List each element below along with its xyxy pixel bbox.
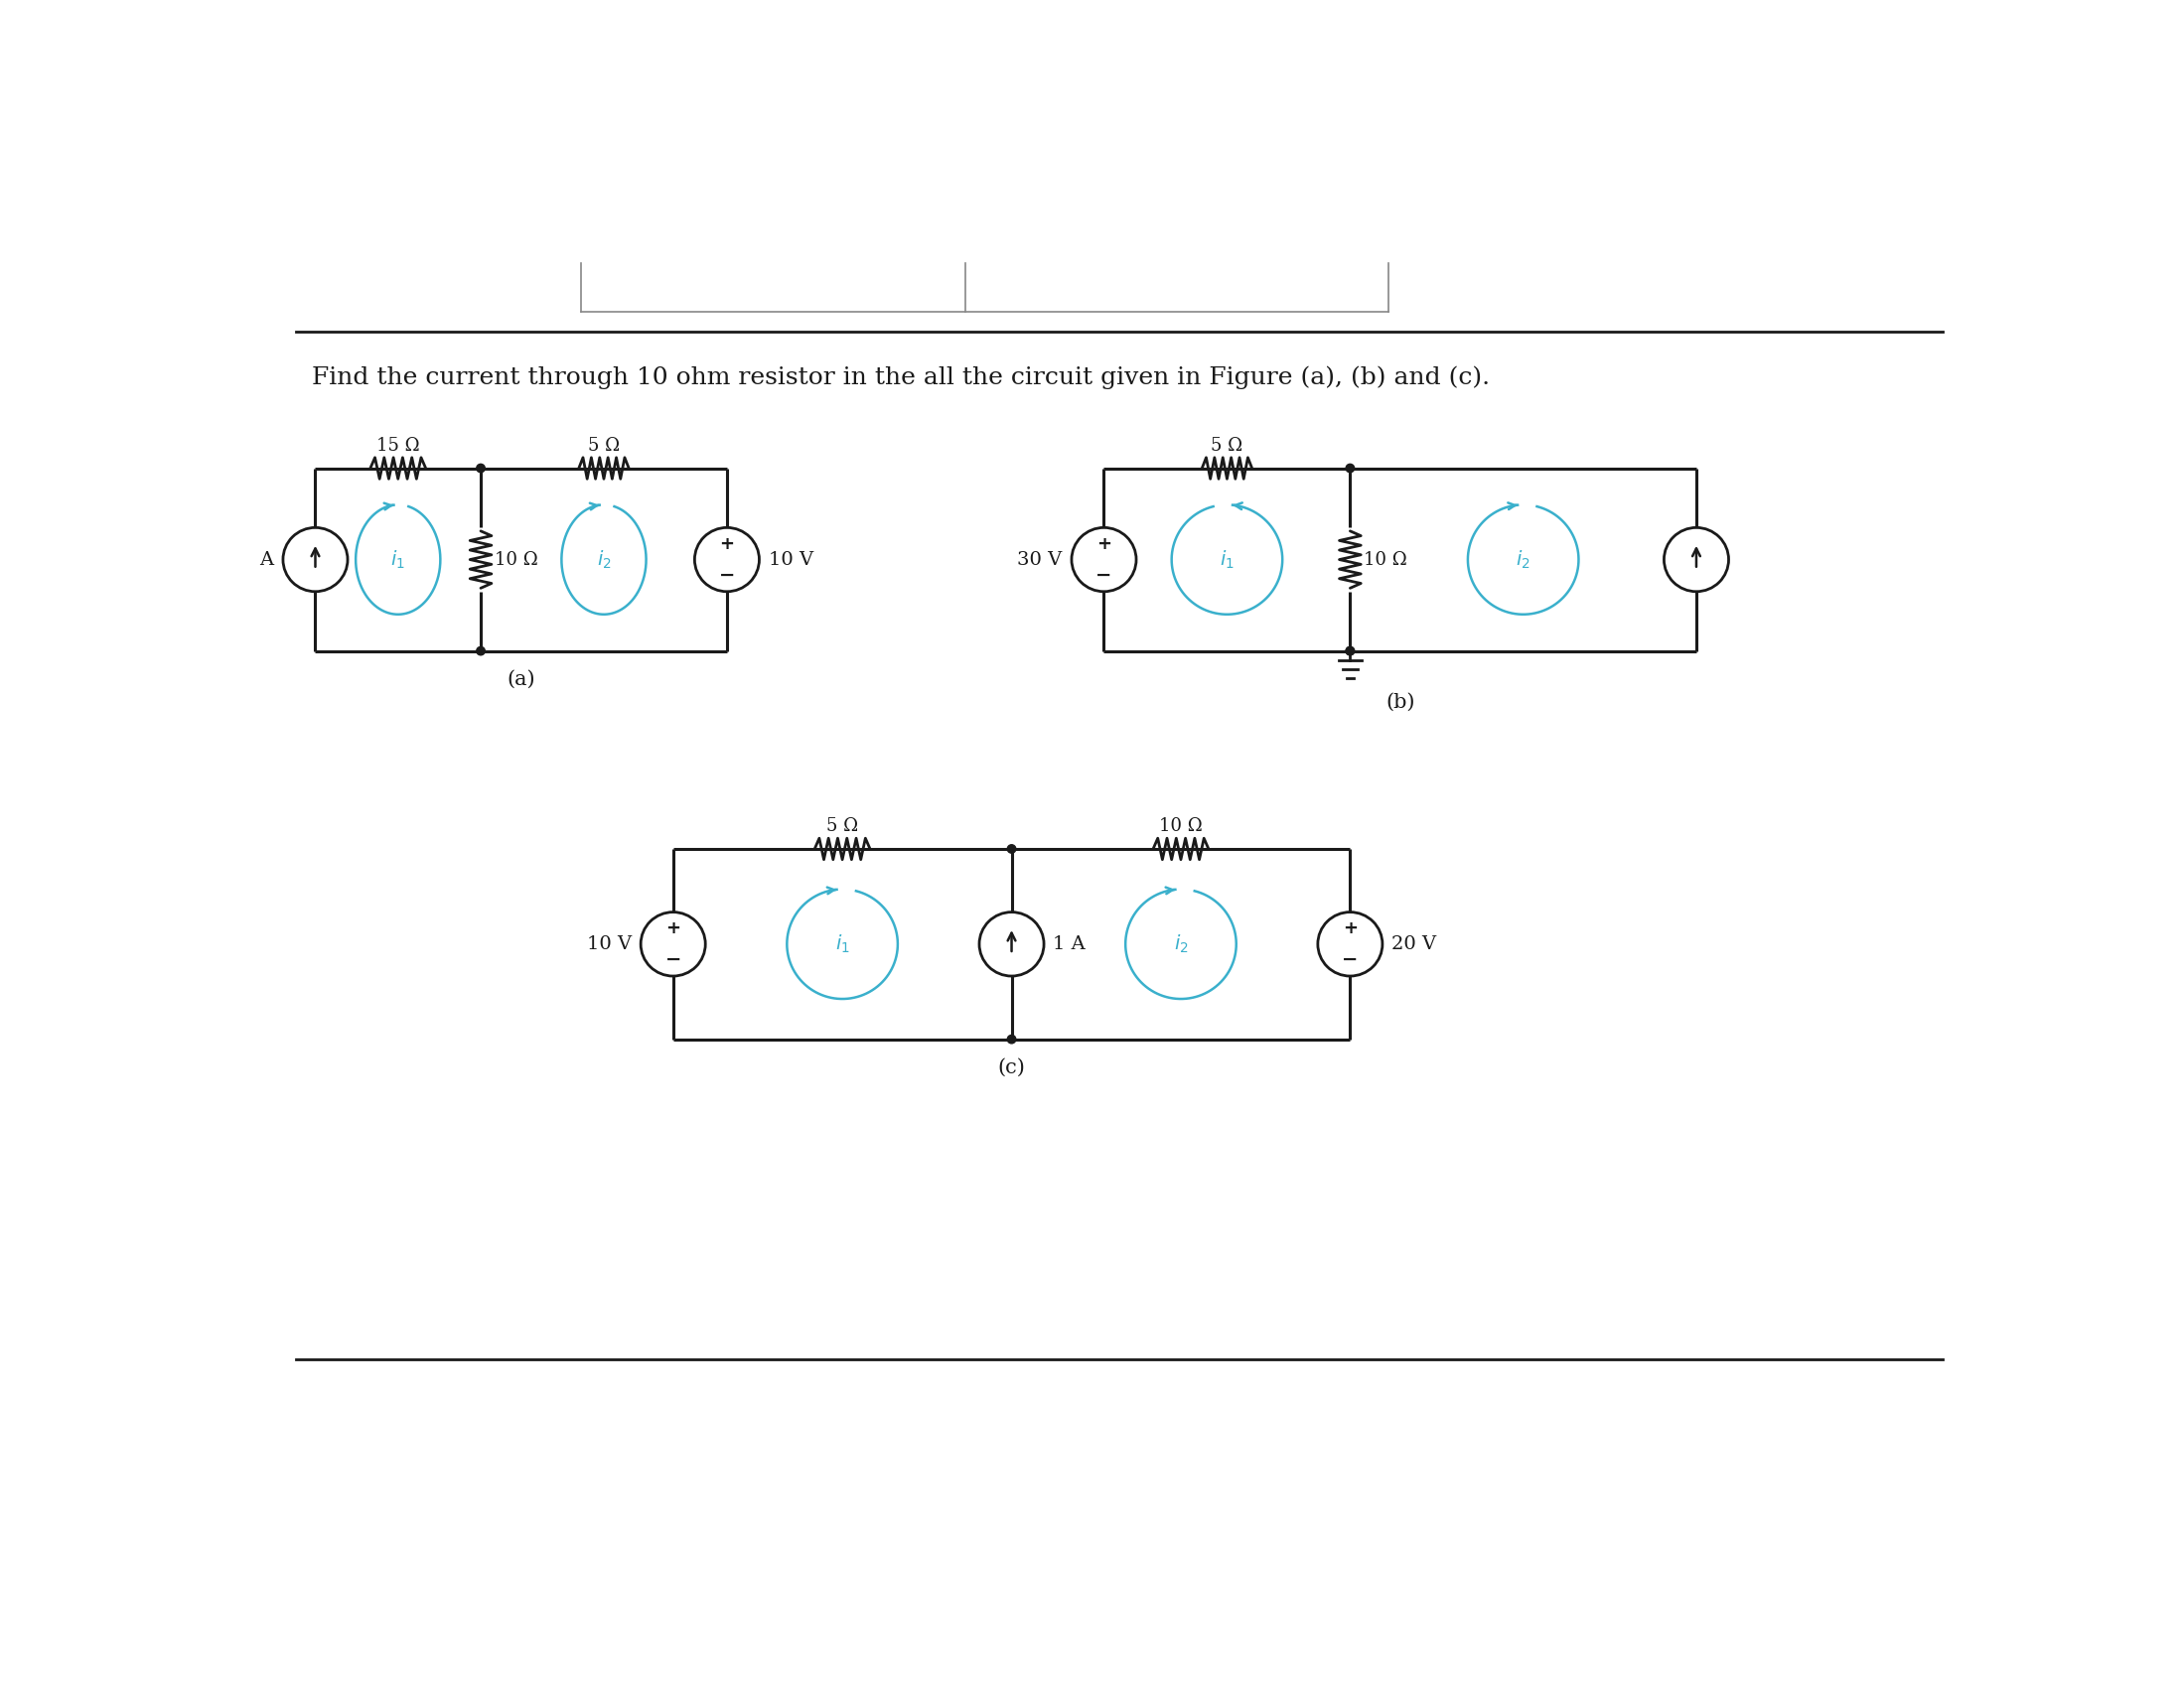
Text: (a): (a) xyxy=(507,671,535,689)
Circle shape xyxy=(1007,1035,1016,1044)
Circle shape xyxy=(1345,647,1354,656)
Text: −: − xyxy=(1096,565,1112,585)
Text: 10 Ω: 10 Ω xyxy=(1160,817,1203,835)
Text: +: + xyxy=(666,920,681,938)
Text: 20 V: 20 V xyxy=(1391,935,1437,953)
Text: $i_1$: $i_1$ xyxy=(834,933,850,955)
Text: 5 Ω: 5 Ω xyxy=(826,817,858,835)
Text: Find the current through 10 ohm resistor in the all the circuit given in Figure : Find the current through 10 ohm resistor… xyxy=(312,365,1489,388)
Text: 1 A: 1 A xyxy=(1053,935,1085,953)
Text: $i_1$: $i_1$ xyxy=(391,548,406,570)
Text: A: A xyxy=(260,551,273,568)
Text: $i_2$: $i_2$ xyxy=(1516,548,1531,570)
Text: 10 V: 10 V xyxy=(587,935,631,953)
Circle shape xyxy=(1007,846,1016,852)
Text: 10 V: 10 V xyxy=(769,551,812,568)
Circle shape xyxy=(1345,464,1354,472)
Text: +: + xyxy=(719,535,734,553)
Text: 15 Ω: 15 Ω xyxy=(376,437,419,454)
Text: −: − xyxy=(719,565,736,585)
Text: $i_1$: $i_1$ xyxy=(1219,548,1234,570)
Circle shape xyxy=(476,647,485,656)
Text: −: − xyxy=(664,950,681,968)
Text: 5 Ω: 5 Ω xyxy=(587,437,620,454)
Text: $i_2$: $i_2$ xyxy=(1173,933,1188,955)
Text: $i_2$: $i_2$ xyxy=(596,548,612,570)
Text: −: − xyxy=(1341,950,1358,968)
Text: (b): (b) xyxy=(1385,693,1415,711)
Text: (c): (c) xyxy=(998,1059,1026,1078)
Text: 10 Ω: 10 Ω xyxy=(1365,551,1406,568)
Text: 10 Ω: 10 Ω xyxy=(494,551,537,568)
Text: 30 V: 30 V xyxy=(1018,551,1061,568)
Circle shape xyxy=(1345,647,1354,656)
Text: +: + xyxy=(1096,535,1112,553)
Text: 5 Ω: 5 Ω xyxy=(1212,437,1243,454)
Text: +: + xyxy=(1343,920,1358,938)
Circle shape xyxy=(476,464,485,472)
